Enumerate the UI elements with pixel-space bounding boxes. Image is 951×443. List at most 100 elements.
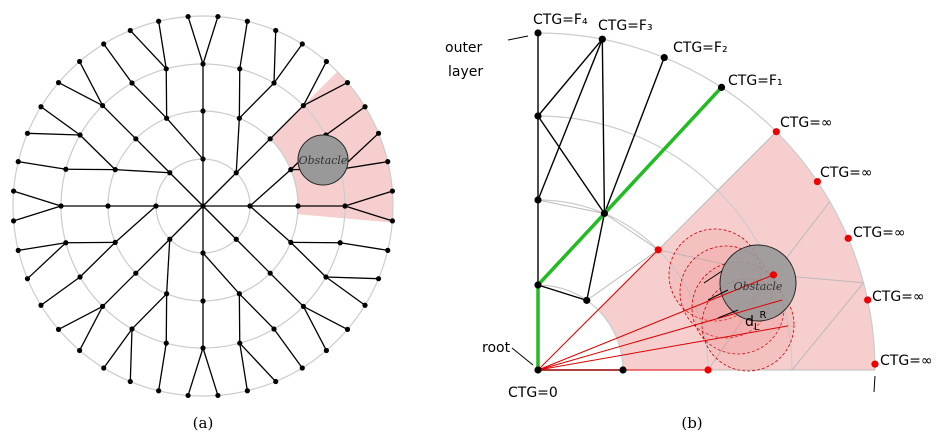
tree-node bbox=[11, 218, 16, 223]
tree-edge bbox=[136, 239, 170, 273]
tree-edge bbox=[538, 39, 602, 200]
tree-edge bbox=[18, 162, 66, 170]
tree-edge bbox=[136, 139, 170, 173]
tree-node bbox=[56, 80, 61, 85]
figure: Obstacle ObstacledLRCTG=F₄CTG=F₃CTG=F₂CT… bbox=[0, 0, 951, 443]
tree-node bbox=[38, 303, 43, 308]
tree-edge bbox=[602, 39, 604, 213]
tree-node bbox=[113, 240, 118, 245]
tree-edge bbox=[239, 83, 274, 118]
tree-node bbox=[164, 341, 169, 346]
tree-edge bbox=[236, 139, 270, 173]
tree-edge bbox=[538, 116, 604, 214]
blocked-node bbox=[770, 271, 777, 278]
tree-edge bbox=[604, 58, 664, 214]
tree-node bbox=[77, 348, 82, 353]
tree-node bbox=[323, 274, 328, 279]
tree-edge bbox=[104, 329, 132, 368]
distance-sub: L bbox=[754, 322, 760, 333]
blocked-node bbox=[655, 246, 662, 253]
outer-layer-label: outer bbox=[445, 40, 483, 56]
tree-node bbox=[245, 19, 250, 24]
ctg-label: CTG=∞ bbox=[853, 225, 906, 241]
tree-edge bbox=[103, 273, 136, 306]
ctg-label: CTG=F₂ bbox=[673, 40, 728, 56]
tree-node bbox=[288, 167, 293, 172]
tree-edge bbox=[203, 173, 236, 206]
tree-edge bbox=[167, 118, 203, 159]
tree-edge bbox=[80, 242, 115, 277]
tree-node bbox=[185, 393, 190, 398]
tree-node bbox=[234, 170, 239, 175]
tree-node bbox=[534, 29, 541, 36]
panel-b: ObstacledLRCTG=F₄CTG=F₃CTG=F₂CTG=F₁CTG=∞… bbox=[508, 12, 933, 392]
tree-edge bbox=[167, 239, 170, 294]
tree-node bbox=[129, 80, 134, 85]
pointer bbox=[512, 348, 533, 365]
tree-node bbox=[534, 112, 541, 119]
tree-node bbox=[11, 188, 16, 193]
tree-node bbox=[324, 348, 329, 353]
tree-edge bbox=[250, 170, 291, 206]
tree-node bbox=[128, 379, 133, 384]
tree-node bbox=[113, 167, 118, 172]
tree-edge bbox=[14, 206, 61, 221]
tree-node bbox=[16, 159, 21, 164]
obstacle-label: Obstacle bbox=[299, 154, 348, 167]
tree-edge bbox=[132, 294, 167, 329]
tree-edge bbox=[203, 348, 218, 395]
panel-a: Obstacle bbox=[11, 14, 395, 398]
blocked-node bbox=[864, 296, 871, 303]
tree-node bbox=[601, 210, 608, 217]
tree-edge bbox=[326, 277, 379, 279]
tree-node bbox=[77, 59, 82, 64]
obstacle-label: Obstacle bbox=[734, 280, 783, 293]
tree-edge bbox=[170, 173, 203, 206]
blocked-node bbox=[773, 128, 780, 135]
tree-node bbox=[385, 248, 390, 253]
tree-node bbox=[167, 170, 172, 175]
tree-node bbox=[77, 274, 82, 279]
tree-node bbox=[56, 327, 61, 332]
tree-node bbox=[156, 19, 161, 24]
tree-edge bbox=[27, 133, 80, 135]
tree-edge bbox=[80, 135, 115, 170]
tree-node bbox=[376, 131, 381, 136]
tree-node bbox=[63, 167, 68, 172]
tree-edge bbox=[274, 329, 302, 368]
tree-node bbox=[133, 136, 138, 141]
tree-node bbox=[661, 54, 668, 61]
outer-layer-label: layer bbox=[448, 64, 483, 80]
ctg-label: CTG=∞ bbox=[872, 289, 925, 305]
tree-node bbox=[583, 297, 590, 304]
tree-edge bbox=[188, 17, 203, 64]
tree-node bbox=[338, 240, 343, 245]
tree-node bbox=[200, 156, 205, 161]
tree-node bbox=[215, 393, 220, 398]
tree-node bbox=[247, 203, 252, 208]
tree-node bbox=[619, 366, 626, 373]
tree-node bbox=[200, 108, 205, 113]
tree-node bbox=[237, 66, 242, 71]
tree-node bbox=[301, 304, 306, 309]
tree-edge bbox=[130, 329, 132, 382]
tree-node bbox=[300, 41, 305, 46]
tree-node bbox=[164, 291, 169, 296]
tree-node bbox=[25, 131, 30, 136]
tree-edge bbox=[203, 253, 239, 294]
tree-node bbox=[385, 159, 390, 164]
blocked-node bbox=[704, 366, 711, 373]
tree-node bbox=[164, 66, 169, 71]
tree-node bbox=[77, 132, 82, 137]
tree-edge bbox=[538, 39, 602, 116]
tree-edge bbox=[41, 277, 80, 305]
caption: (b) bbox=[681, 414, 702, 432]
tree-node bbox=[128, 28, 133, 33]
tree-node bbox=[345, 327, 350, 332]
pointer bbox=[874, 376, 875, 392]
tree-node bbox=[133, 271, 138, 276]
tree-node bbox=[185, 14, 190, 19]
tree-node bbox=[167, 237, 172, 242]
tree-node bbox=[273, 28, 278, 33]
tree-edge bbox=[538, 285, 587, 300]
